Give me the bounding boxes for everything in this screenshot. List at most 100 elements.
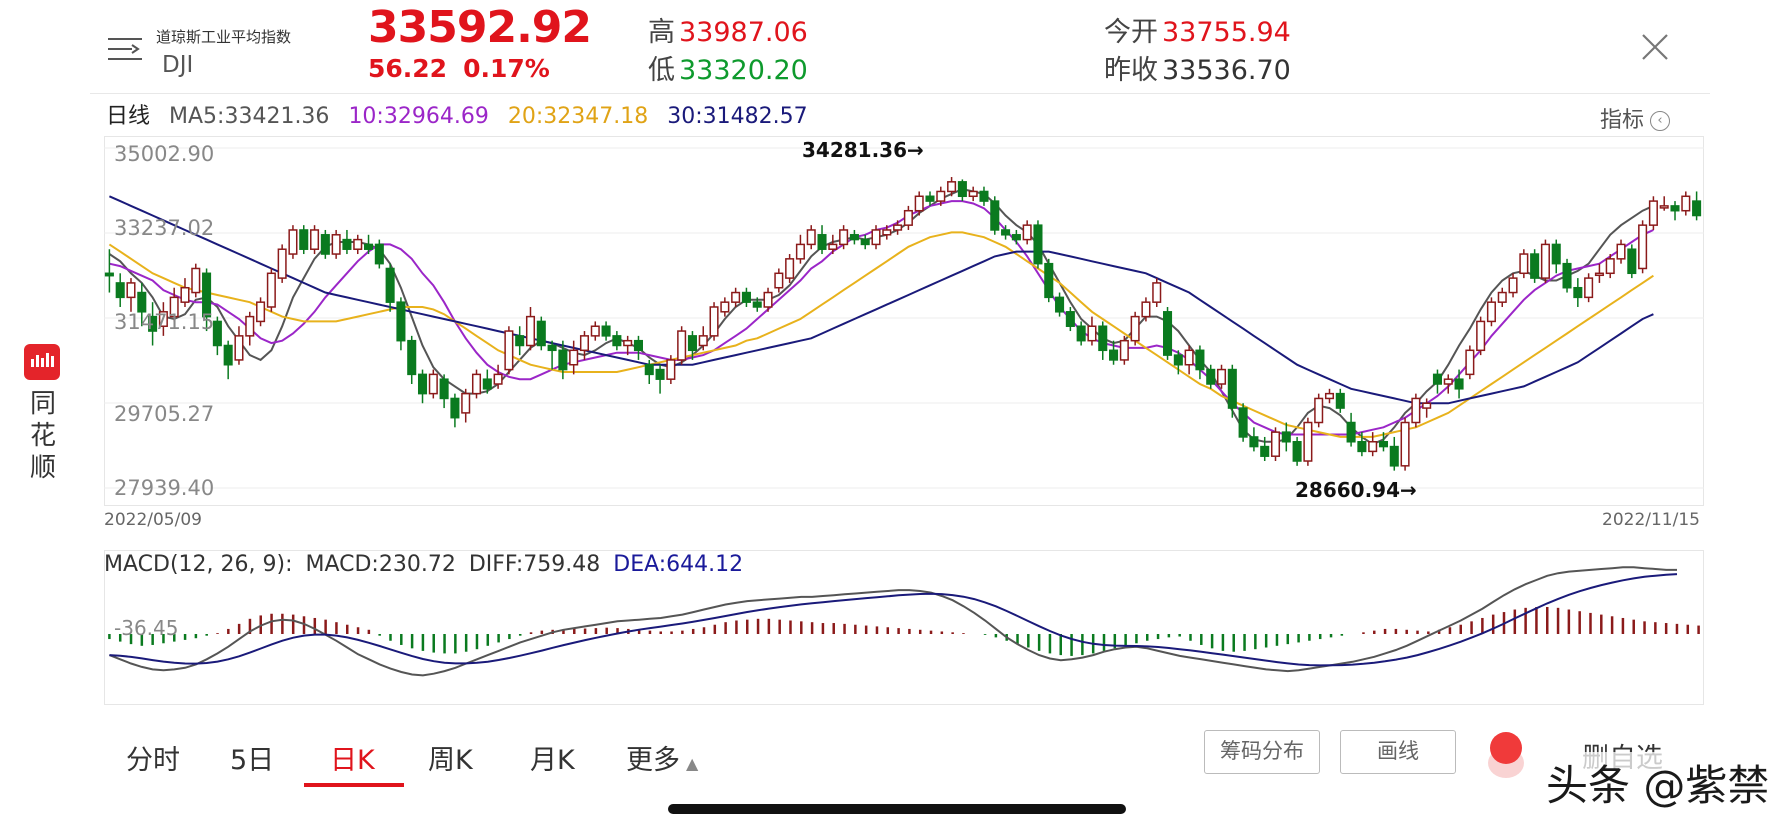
candle bbox=[1357, 432, 1367, 457]
candle-body bbox=[925, 195, 935, 202]
candle-body bbox=[1292, 441, 1302, 462]
candle-body bbox=[1076, 325, 1086, 342]
candle bbox=[817, 225, 827, 255]
candle bbox=[1692, 191, 1702, 221]
candle bbox=[1562, 258, 1572, 293]
indicator-button[interactable]: 指标 ‹ bbox=[1600, 102, 1671, 134]
candle-body bbox=[180, 286, 190, 303]
tab-monthly-k[interactable]: 月K bbox=[530, 745, 575, 776]
home-indicator[interactable] bbox=[668, 804, 1126, 814]
candle-body bbox=[158, 311, 168, 327]
candle bbox=[374, 239, 384, 269]
candle bbox=[1249, 427, 1259, 452]
candle bbox=[277, 244, 287, 283]
candle-body bbox=[741, 291, 751, 303]
candle bbox=[385, 263, 395, 312]
tab-intraday[interactable]: 分时 bbox=[126, 745, 180, 776]
candle-body bbox=[396, 301, 406, 342]
candle bbox=[148, 302, 158, 346]
candle bbox=[1519, 249, 1529, 279]
fav-dot-icon[interactable] bbox=[1490, 732, 1522, 764]
candle-body bbox=[558, 349, 568, 371]
tab-5day[interactable]: 5日 bbox=[230, 745, 275, 776]
current-price: 33592.92 bbox=[368, 2, 592, 53]
candle-body bbox=[666, 359, 676, 380]
active-tab-indicator bbox=[304, 783, 404, 787]
candle-body bbox=[1109, 349, 1119, 361]
candle bbox=[1605, 254, 1615, 279]
watermark: 头条 @紫禁 bbox=[1540, 752, 1776, 813]
candle-body bbox=[882, 229, 892, 236]
candle-body bbox=[957, 181, 967, 198]
tab-daily-k[interactable]: 日K bbox=[330, 745, 375, 776]
candle bbox=[1173, 350, 1183, 375]
candle bbox=[1022, 220, 1032, 245]
diff-value: DIFF:759.48 bbox=[468, 552, 601, 577]
candle-body bbox=[428, 373, 438, 395]
candle-body bbox=[1033, 224, 1043, 265]
candle-body bbox=[1227, 368, 1237, 409]
candle-body bbox=[1249, 436, 1259, 448]
candle bbox=[871, 225, 881, 250]
candle-body bbox=[1573, 286, 1583, 299]
candle bbox=[882, 225, 892, 240]
candle bbox=[1281, 422, 1291, 452]
y-axis-label: 27939.40 bbox=[114, 476, 215, 500]
candle-body bbox=[1508, 277, 1518, 294]
candle-body bbox=[525, 315, 536, 347]
candle bbox=[1184, 345, 1194, 375]
candle-body bbox=[893, 224, 903, 231]
candle bbox=[1087, 316, 1097, 346]
candle-body bbox=[828, 243, 838, 250]
candle bbox=[1476, 316, 1486, 356]
candle bbox=[558, 340, 568, 380]
candle-body bbox=[579, 335, 590, 352]
candle bbox=[504, 326, 514, 375]
candle-body bbox=[936, 190, 946, 202]
candle bbox=[914, 191, 924, 216]
candle bbox=[1486, 297, 1496, 327]
candle bbox=[936, 186, 946, 206]
candle bbox=[601, 321, 611, 341]
draw-line-button[interactable]: 画线 bbox=[1340, 730, 1456, 774]
candle-body bbox=[277, 248, 287, 279]
candle-body bbox=[1443, 378, 1453, 385]
candle-body bbox=[601, 325, 611, 337]
candle-body bbox=[482, 378, 492, 390]
candle bbox=[169, 287, 179, 322]
chip-distribution-button[interactable]: 筹码分布 bbox=[1204, 730, 1320, 774]
ma30-value: 30:31482.57 bbox=[667, 104, 808, 129]
menu-icon[interactable] bbox=[108, 36, 142, 62]
dea-line bbox=[109, 573, 1678, 667]
candle bbox=[828, 234, 838, 255]
candle bbox=[698, 326, 708, 351]
candle bbox=[353, 234, 363, 255]
dea-value: DEA:644.12 bbox=[613, 552, 744, 577]
candle-body bbox=[1238, 407, 1248, 438]
candle-body bbox=[677, 330, 687, 361]
candle-body bbox=[536, 320, 546, 347]
candle bbox=[849, 229, 859, 245]
open-stat: 今开 33755.94 bbox=[1104, 10, 1291, 49]
close-icon[interactable] bbox=[1640, 32, 1670, 62]
candle bbox=[320, 229, 330, 259]
candle-body bbox=[979, 190, 989, 202]
ths-logo[interactable] bbox=[24, 344, 60, 380]
tab-more[interactable]: 更多 ▲ bbox=[626, 738, 698, 777]
candle bbox=[1368, 432, 1378, 457]
candle bbox=[633, 335, 643, 360]
candle bbox=[1206, 364, 1216, 389]
candle-body bbox=[385, 267, 395, 303]
tab-weekly-k[interactable]: 周K bbox=[428, 745, 473, 776]
candle bbox=[1260, 436, 1270, 462]
candle-body bbox=[1519, 253, 1529, 275]
ma20-value: 20:32347.18 bbox=[507, 104, 649, 129]
macd-chart-frame[interactable] bbox=[104, 550, 1704, 705]
low-label: 低 bbox=[648, 55, 675, 86]
candle-body bbox=[493, 373, 503, 385]
candle-body bbox=[1692, 200, 1702, 217]
candle-body bbox=[310, 229, 320, 250]
candle-body bbox=[1584, 277, 1594, 299]
kline-chart-frame[interactable] bbox=[104, 136, 1704, 506]
candle bbox=[417, 369, 428, 404]
